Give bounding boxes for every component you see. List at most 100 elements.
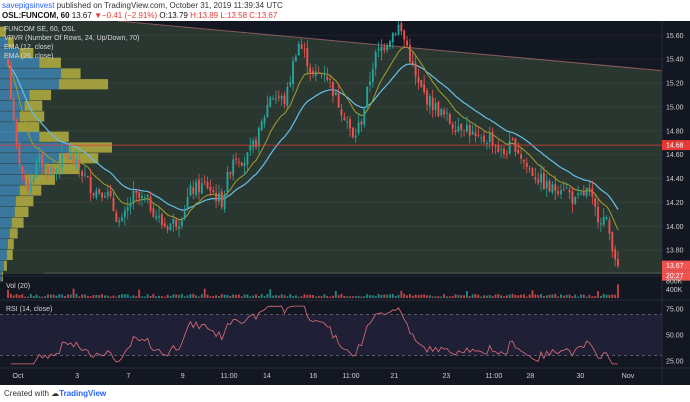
volume-bar (189, 294, 192, 298)
volume-bar (246, 294, 249, 298)
candle-body (354, 135, 357, 138)
countdown-badge-bg (662, 270, 690, 281)
vpvr-up-bar (0, 79, 59, 90)
volume-bar (443, 294, 446, 298)
candle-body (24, 174, 27, 179)
volume-bar (408, 293, 411, 298)
rsi-pane[interactable] (0, 305, 662, 365)
candle-body (294, 56, 297, 62)
candle-body (340, 109, 343, 116)
volume-pane[interactable] (7, 284, 619, 298)
price-pane[interactable] (0, 21, 663, 282)
author-link[interactable]: savepigsinvest (2, 1, 55, 10)
candle-body (523, 159, 525, 162)
candle-body (531, 168, 534, 176)
legend-rsi: RSI (14, close) (6, 306, 52, 313)
volume-bar (440, 296, 443, 298)
vpvr-down-bar (24, 100, 43, 111)
high-label: H:13.89 (190, 11, 219, 20)
volume-bar (286, 296, 289, 298)
volume-bar (414, 294, 417, 298)
axes: 15.60 15.40 15.20 15.00 14.80 14.60 14.40 14.20… (0, 21, 690, 385)
candle-body (560, 190, 562, 195)
hline-price-badge: 14.68 (666, 143, 684, 150)
vpvr-up-bar (0, 122, 18, 133)
candle-body (312, 70, 314, 75)
rsi-tick-label: 75.00 (666, 307, 684, 314)
volume-bar (101, 294, 103, 298)
footer-created: Created with (4, 389, 49, 398)
volume-bar (126, 294, 129, 298)
volume-bar (206, 294, 209, 298)
volume-bar (343, 295, 346, 298)
candle-body (545, 180, 548, 189)
low-label: L:13.58 (220, 11, 248, 20)
vpvr-down-bar (68, 142, 112, 153)
vpvr-up-bar (0, 239, 8, 250)
candle-body (38, 155, 41, 163)
volume-bar (431, 296, 434, 298)
publish-info: published on TradingView.com, October 31… (56, 1, 283, 10)
candle-body (41, 154, 44, 168)
volume-bar (406, 295, 408, 298)
candle-body (218, 193, 220, 202)
volume-bar (403, 293, 406, 298)
volume-bar (488, 295, 491, 298)
candle-body (161, 214, 163, 226)
candle-body (591, 188, 594, 197)
volume-bar (64, 295, 66, 298)
volume-bar (186, 295, 189, 298)
volume-bar (237, 294, 240, 298)
volume-bar (394, 295, 397, 298)
volume-bar (226, 294, 229, 298)
volume-bar (235, 294, 237, 298)
vpvr-down-bar (58, 79, 109, 90)
candle-body (163, 223, 166, 227)
countdown-badge: 20:27 (666, 273, 684, 280)
volume-bar (565, 294, 568, 298)
candle-body (92, 193, 95, 196)
candle-body (389, 41, 391, 47)
candle-body (297, 43, 300, 56)
chart-canvas[interactable]: FUNCOM SE, 60, OSL VPVR (Number Of Rows,… (0, 21, 690, 385)
footer-brand[interactable]: TradingView (59, 389, 107, 398)
time-tick-label: 9 (181, 373, 185, 380)
volume-bar (41, 296, 44, 298)
footer: Created with ☁TradingView (4, 389, 106, 398)
volume-bar (391, 293, 394, 298)
candle-body (614, 249, 617, 260)
volume-bar (12, 295, 15, 298)
time-tick-label: 30 (577, 373, 585, 380)
candle-body (112, 198, 115, 211)
volume-bar (78, 296, 81, 298)
volume-bar (152, 293, 155, 298)
volume-bar (557, 296, 560, 298)
volume-bar (582, 294, 585, 298)
volume-bar (517, 295, 520, 298)
vpvr-down-bar (0, 26, 6, 37)
volume-bar (474, 293, 477, 298)
price-tick-label: 14.40 (666, 176, 684, 183)
candle-body (223, 193, 226, 210)
candle-body (334, 91, 337, 96)
candle-body (252, 140, 255, 148)
candle-body (391, 33, 394, 43)
candle-body (577, 193, 580, 196)
candle-body (568, 189, 571, 193)
volume-bar (468, 296, 471, 298)
candle-body (374, 52, 377, 69)
volume-bar (146, 294, 149, 298)
volume-bar (297, 296, 300, 298)
candle-body (289, 82, 292, 86)
candle-body (172, 218, 175, 224)
vpvr-up-bar (0, 131, 40, 142)
candle-body (351, 127, 354, 138)
candle-body (44, 163, 46, 170)
volume-tick-label: 800K (666, 279, 683, 286)
volume-bar (371, 295, 374, 298)
time-tick-label: 28 (527, 373, 535, 380)
volume-bar (220, 294, 223, 298)
candle-body (320, 73, 323, 75)
volume-bar (545, 295, 548, 298)
candle-body (212, 190, 215, 193)
